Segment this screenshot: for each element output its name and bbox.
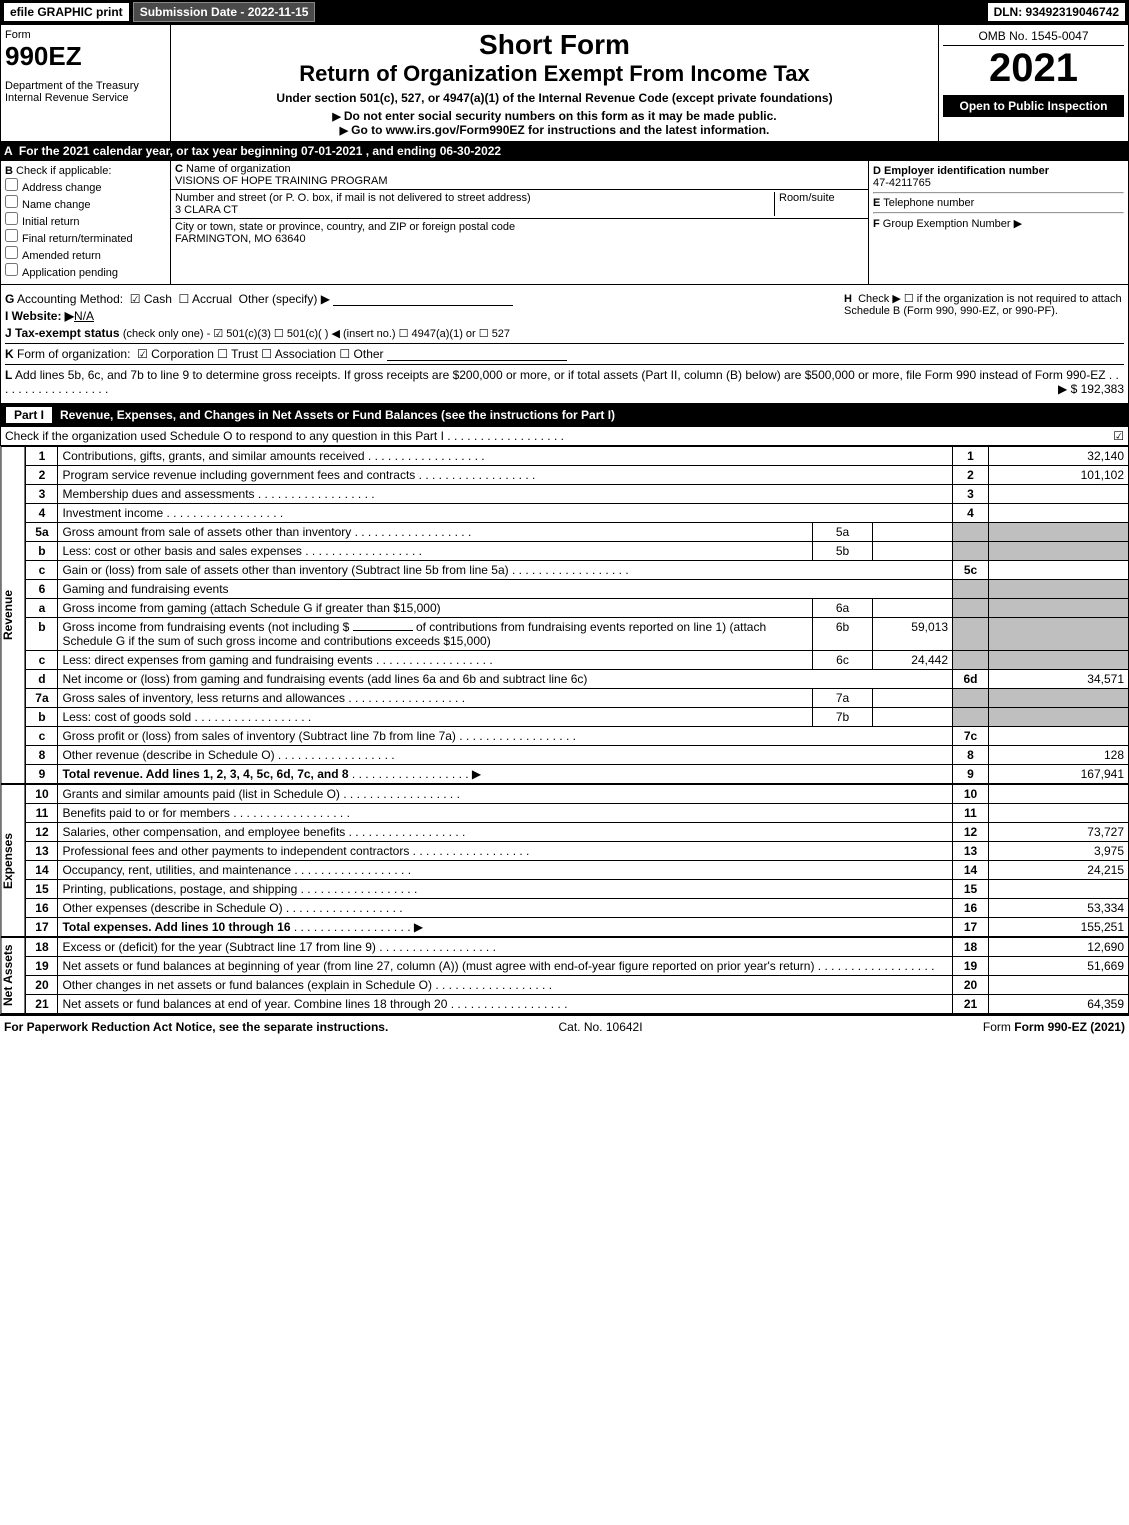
j-label: Tax-exempt status: [15, 326, 119, 340]
room-label: Room/suite: [774, 192, 864, 216]
page-footer: For Paperwork Reduction Act Notice, see …: [0, 1014, 1129, 1038]
goto-link[interactable]: Go to www.irs.gov/Form990EZ for instruct…: [175, 123, 934, 137]
city-label: City or town, state or province, country…: [175, 221, 515, 233]
section-d-e-f: D Employer identification number 47-4211…: [868, 161, 1128, 284]
form-header: Form 990EZ Department of the Treasury In…: [0, 24, 1129, 142]
chk-address[interactable]: Address change: [5, 178, 166, 194]
under-section: Under section 501(c), 527, or 4947(a)(1)…: [175, 91, 934, 105]
chk-final[interactable]: Final return/terminated: [5, 229, 166, 245]
org-name: VISIONS OF HOPE TRAINING PROGRAM: [175, 175, 388, 187]
chk-initial[interactable]: Initial return: [5, 212, 166, 228]
b-label: Check if applicable:: [16, 165, 111, 177]
section-a: A For the 2021 calendar year, or tax yea…: [0, 142, 1129, 160]
footer-right: Form Form 990-EZ (2021): [983, 1020, 1125, 1034]
omb-number: OMB No. 1545-0047: [943, 29, 1124, 46]
revenue-vlabel: Revenue: [0, 446, 25, 784]
sections-g-l: G Accounting Method: ☑ Cash ☐ Accrual Ot…: [0, 285, 1129, 404]
chk-name[interactable]: Name change: [5, 195, 166, 211]
ssn-warning: Do not enter social security numbers on …: [175, 109, 934, 123]
dln-label: DLN: 93492319046742: [988, 3, 1125, 21]
netassets-vlabel: Net Assets: [0, 937, 25, 1014]
e-label: Telephone number: [883, 197, 974, 209]
d-label: Employer identification number: [884, 165, 1049, 177]
top-bar: efile GRAPHIC print Submission Date - 20…: [0, 0, 1129, 24]
f-label: Group Exemption Number: [883, 218, 1011, 230]
expenses-section: Expenses 10Grants and similar amounts pa…: [0, 784, 1129, 937]
revenue-table: 1Contributions, gifts, grants, and simil…: [25, 446, 1129, 784]
section-b: B Check if applicable: Address change Na…: [1, 161, 171, 284]
l-text: Add lines 5b, 6c, and 7b to line 9 to de…: [15, 368, 1106, 382]
h-text: Check ▶ ☐ if the organization is not req…: [844, 293, 1122, 317]
netassets-section: Net Assets 18Excess or (deficit) for the…: [0, 937, 1129, 1014]
k-label: Form of organization:: [17, 347, 130, 361]
short-form-title: Short Form: [175, 29, 934, 61]
street-value: 3 CLARA CT: [175, 204, 238, 216]
c-name-label: Name of organization: [186, 163, 291, 175]
part1-header: Part I Revenue, Expenses, and Changes in…: [0, 404, 1129, 426]
i-label: Website: ▶: [12, 309, 74, 323]
chk-amended[interactable]: Amended return: [5, 246, 166, 262]
netassets-table: 18Excess or (deficit) for the year (Subt…: [25, 937, 1129, 1014]
expenses-vlabel: Expenses: [0, 784, 25, 937]
g-label: Accounting Method:: [17, 292, 123, 306]
f-arrow-icon: ▶: [1014, 218, 1022, 230]
website-value: N/A: [74, 309, 94, 323]
part1-checkbox-icon[interactable]: ☑: [1113, 429, 1124, 443]
open-public: Open to Public Inspection: [943, 95, 1124, 117]
main-title: Return of Organization Exempt From Incom…: [175, 61, 934, 87]
street-label: Number and street (or P. O. box, if mail…: [175, 192, 531, 204]
ein-value: 47-4211765: [873, 177, 931, 189]
form-number: 990EZ: [5, 41, 166, 72]
chk-pending[interactable]: Application pending: [5, 263, 166, 279]
city-value: FARMINGTON, MO 63640: [175, 233, 306, 245]
section-c: C Name of organizationVISIONS OF HOPE TR…: [171, 161, 868, 284]
expenses-table: 10Grants and similar amounts paid (list …: [25, 784, 1129, 937]
submission-date: Submission Date - 2022-11-15: [133, 2, 316, 22]
part1-check: Check if the organization used Schedule …: [0, 426, 1129, 446]
footer-center: Cat. No. 10642I: [559, 1020, 643, 1034]
efile-label: efile GRAPHIC print: [4, 3, 129, 21]
tax-year: 2021: [943, 46, 1124, 91]
j-text: (check only one) - ☑ 501(c)(3) ☐ 501(c)(…: [123, 328, 510, 340]
footer-left: For Paperwork Reduction Act Notice, see …: [4, 1020, 388, 1034]
part1-title: Revenue, Expenses, and Changes in Net As…: [60, 408, 615, 422]
part1-label: Part I: [6, 407, 52, 423]
k-text: ☑ Corporation ☐ Trust ☐ Association ☐ Ot…: [137, 347, 383, 361]
dept-label: Department of the Treasury Internal Reve…: [5, 80, 166, 104]
l-amount: ▶ $ 192,383: [1058, 382, 1124, 396]
revenue-section: Revenue 1Contributions, gifts, grants, a…: [0, 446, 1129, 784]
form-word: Form: [5, 29, 166, 41]
info-block: B Check if applicable: Address change Na…: [0, 160, 1129, 285]
